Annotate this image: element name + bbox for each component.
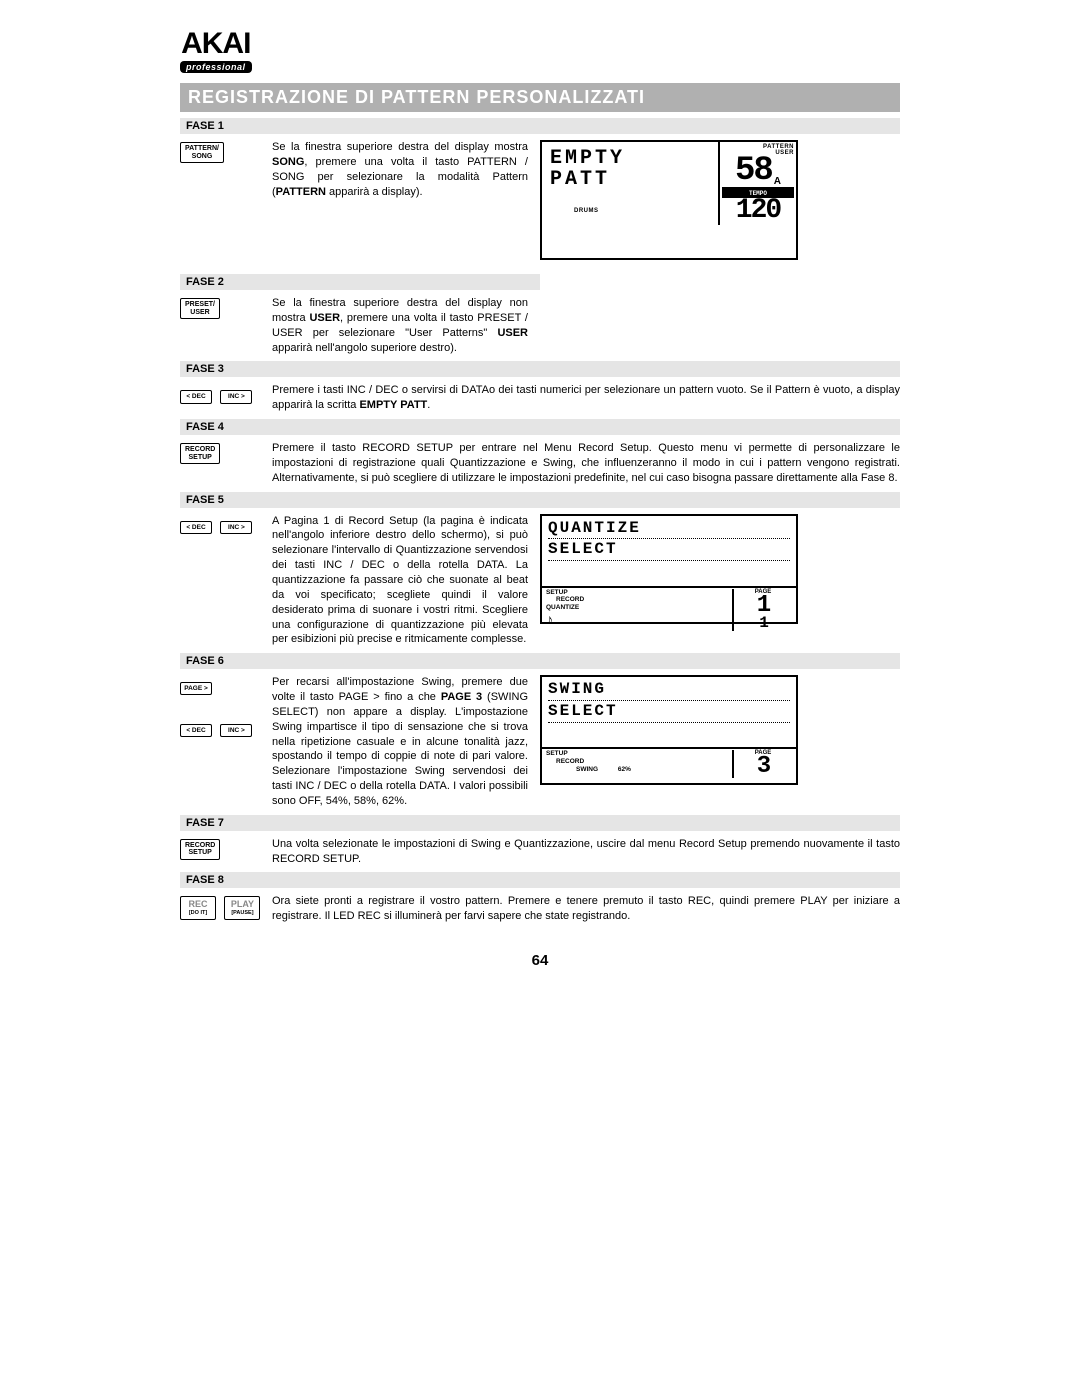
lcd-display-3: SWING SELECT SETUP RECORD SWING 62% PAGE [540, 675, 798, 785]
record-setup-button[interactable]: RECORD SETUP [180, 443, 220, 464]
lcd3-pct: 62% [618, 766, 631, 773]
p1-b2: PATTERN [276, 186, 326, 198]
lcd2-col: QUANTIZE SELECT SETUP RECORD QUANTIZE ♪ [540, 514, 798, 632]
dec-button-p5[interactable]: < DEC [180, 521, 212, 534]
lcd1-col: EMPTY PATT DRUMS PATTERN USER 58A TEMPO … [540, 140, 798, 268]
phase-3-header: FASE 3 [180, 361, 900, 377]
lcd2-quantize: QUANTIZE [546, 604, 732, 612]
lcd2-setup: SETUP [546, 589, 732, 597]
page-button[interactable]: PAGE > [180, 682, 212, 695]
lcd1-number: 58 [735, 156, 772, 187]
lcd2-record: RECORD [556, 596, 732, 604]
preset-user-button[interactable]: PRESET/ USER [180, 298, 220, 319]
p1-b1: SONG [272, 156, 304, 168]
note-icon: ♪ [546, 612, 732, 626]
p3-b1: EMPTY PATT [359, 399, 427, 411]
phase-4-text: Premere il tasto RECORD SETUP per entrar… [272, 441, 900, 486]
phase-5-text: A Pagina 1 di Record Setup (la pagina è … [272, 514, 528, 648]
phase-5-buttons: < DEC INC > [180, 514, 272, 538]
phase-6-header: FASE 6 [180, 653, 900, 669]
pattern-song-button[interactable]: PATTERN/ SONG [180, 142, 224, 163]
phase-6-row: PAGE > < DEC INC > Per recarsi all'impos… [180, 675, 900, 809]
section-title: REGISTRAZIONE DI PATTERN PERSONALIZZATI [180, 83, 900, 112]
play-sub: [PAUSE] [229, 910, 255, 916]
p6-b1: PAGE 3 [441, 691, 482, 703]
inc-button-p6[interactable]: INC > [220, 724, 252, 737]
phase-8-header: FASE 8 [180, 872, 900, 888]
phase-5-header: FASE 5 [180, 492, 900, 508]
lcd1-line2: PATT [550, 169, 710, 190]
p1-t3: apparirà a display). [326, 186, 423, 198]
lcd3-line1: SWING [548, 681, 790, 698]
phase-8-buttons: REC[DO IT] PLAY[PAUSE] [180, 894, 272, 924]
lcd2-page-den: 1 [759, 616, 767, 630]
phase-2-row: PRESET/ USER Se la finestra superiore de… [180, 296, 900, 355]
phase-1-text: Se la finestra superiore destra del disp… [272, 140, 528, 199]
dec-button[interactable]: < DEC [180, 390, 212, 403]
lcd3-line2: SELECT [548, 703, 790, 720]
lcd2-line1: QUANTIZE [548, 520, 790, 537]
rec-sub: [DO IT] [185, 910, 211, 916]
phase-6-buttons: PAGE > < DEC INC > [180, 675, 272, 741]
play-label: PLAY [231, 899, 254, 909]
lcd3-setup: SETUP [546, 750, 732, 758]
lcd2-line2: SELECT [548, 541, 790, 558]
lcd-display-2: QUANTIZE SELECT SETUP RECORD QUANTIZE ♪ [540, 514, 798, 624]
p6-t2: (SWING SELECT) non appare a display. L'i… [272, 691, 528, 807]
inc-button[interactable]: INC > [220, 390, 252, 403]
phase-1-buttons: PATTERN/ SONG [180, 140, 272, 167]
phase-3-buttons: < DEC INC > [180, 383, 272, 407]
logo-row: AKAI professional [180, 30, 900, 75]
phase-8-text: Ora siete pronti a registrare il vostro … [272, 894, 900, 924]
record-setup-button-p7[interactable]: RECORD SETUP [180, 839, 220, 860]
phase-7-header: FASE 7 [180, 815, 900, 831]
phase-6-text: Per recarsi all'impostazione Swing, prem… [272, 675, 528, 809]
lcd3-swing: SWING [576, 766, 598, 773]
phase-3-row: < DEC INC > Premere i tasti INC / DEC o … [180, 383, 900, 413]
lcd1-tempo: 120 [736, 198, 780, 223]
phase-4-buttons: RECORD SETUP [180, 441, 272, 468]
rec-button[interactable]: REC[DO IT] [180, 896, 216, 920]
lcd3-page-num: 3 [757, 756, 769, 778]
phase-1-row: PATTERN/ SONG Se la finestra superiore d… [180, 140, 900, 268]
lcd1-line1: EMPTY [550, 148, 710, 169]
lcd-display-1: EMPTY PATT DRUMS PATTERN USER 58A TEMPO … [540, 140, 798, 260]
phase-4-row: RECORD SETUP Premere il tasto RECORD SET… [180, 441, 900, 486]
phase-7-text: Una volta selezionate le impostazioni di… [272, 837, 900, 867]
lcd2-page-num: 1 [757, 595, 769, 617]
phase-8-row: REC[DO IT] PLAY[PAUSE] Ora siete pronti … [180, 894, 900, 924]
logo-block: AKAI professional [180, 30, 252, 75]
logo-brand: AKAI [180, 30, 252, 57]
rec-label: REC [188, 899, 207, 909]
page-number: 64 [180, 952, 900, 969]
lcd1-drums: DRUMS [574, 208, 710, 214]
play-button[interactable]: PLAY[PAUSE] [224, 896, 260, 920]
lcd1-letter: A [774, 176, 781, 187]
phase-1-header: FASE 1 [180, 118, 900, 134]
phase-7-row: RECORD SETUP Una volta selezionate le im… [180, 837, 900, 867]
phase-7-buttons: RECORD SETUP [180, 837, 272, 864]
phase-2-header: FASE 2 [180, 274, 540, 290]
lcd3-record: RECORD [556, 758, 732, 766]
phase-3-text: Premere i tasti INC / DEC o servirsi di … [272, 383, 900, 413]
p1-t1: Se la finestra superiore destra del disp… [272, 141, 528, 153]
dec-button-p6[interactable]: < DEC [180, 724, 212, 737]
logo-sub: professional [180, 61, 252, 73]
phase-2-buttons: PRESET/ USER [180, 296, 272, 323]
phase-4-header: FASE 4 [180, 419, 900, 435]
p2-b2: USER [497, 327, 528, 339]
inc-button-p5[interactable]: INC > [220, 521, 252, 534]
p3-t2: . [427, 399, 430, 411]
phase-2-text: Se la finestra superiore destra del disp… [272, 296, 528, 355]
p2-b1: USER [309, 312, 340, 324]
page-container: AKAI professional REGISTRAZIONE DI PATTE… [180, 30, 900, 969]
lcd3-col: SWING SELECT SETUP RECORD SWING 62% PAGE [540, 675, 798, 793]
phase-5-row: < DEC INC > A Pagina 1 di Record Setup (… [180, 514, 900, 648]
p2-t3: apparirà nell'angolo superiore destro). [272, 342, 457, 354]
